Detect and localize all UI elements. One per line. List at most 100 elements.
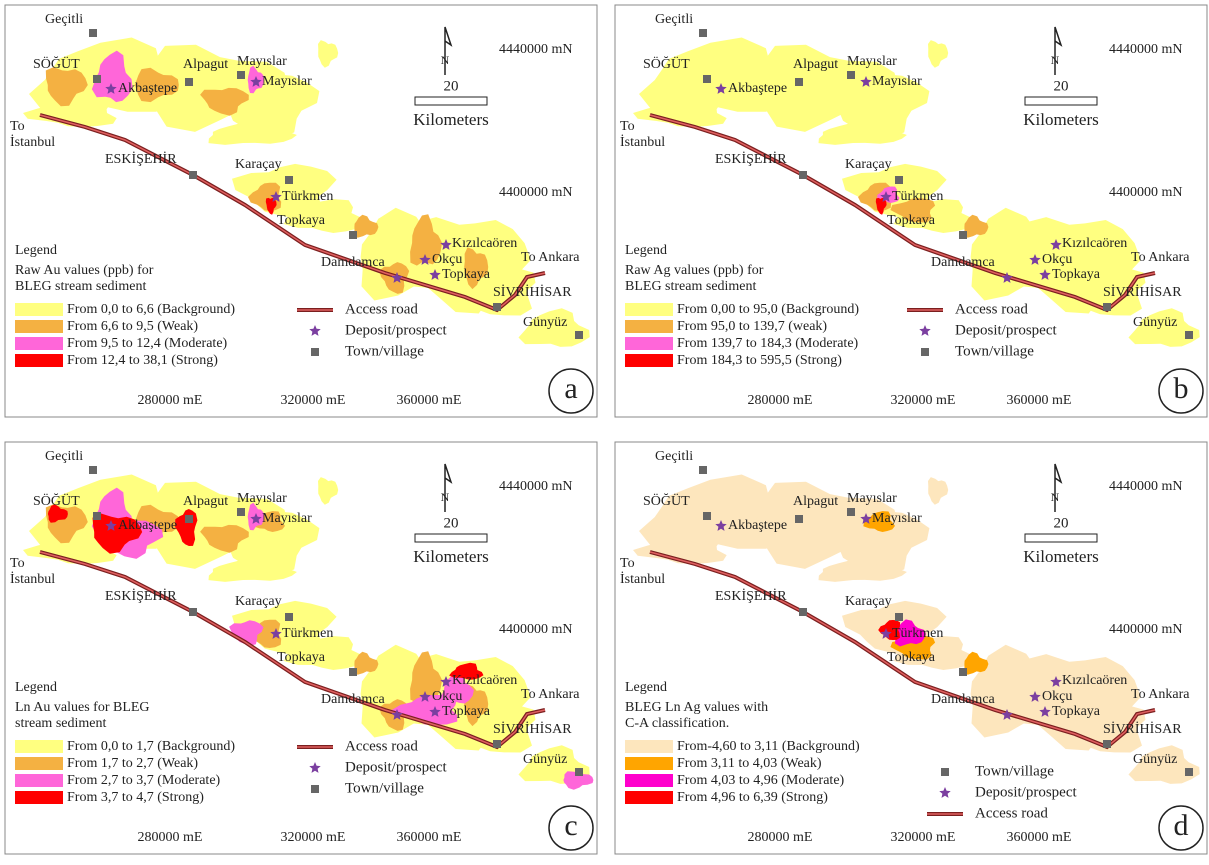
scale-label: 20	[1054, 515, 1069, 531]
town-marker	[575, 331, 583, 339]
scale-label: 20	[1054, 78, 1069, 94]
easting-label: 360000 mE	[1007, 393, 1072, 408]
place-label: SÖĞÜT	[643, 492, 690, 509]
town-marker	[349, 668, 357, 676]
legend-swatch	[625, 774, 673, 787]
place-label: Okçu	[1042, 689, 1072, 704]
town-marker	[237, 71, 245, 79]
legend-class: From 4,96 to 6,39 (Strong)	[677, 790, 828, 805]
legend-title: Raw Au values (ppb) for	[15, 263, 154, 278]
place-label: Türkmen	[282, 189, 333, 204]
map-panel: GeçitliSÖĞÜTAkbaştepeAlpagutMayıslarMayı…	[615, 442, 1207, 854]
place-label: Karaçay	[845, 157, 892, 172]
place-label: Topkaya	[442, 267, 491, 282]
legend-class: From 12,4 to 38,1 (Strong)	[67, 353, 218, 368]
scale-unit: Kilometers	[1023, 547, 1099, 566]
town-marker	[847, 71, 855, 79]
place-label: ESKİŞEHİR	[715, 588, 787, 604]
legend-class: From 0,00 to 95,0 (Background)	[677, 302, 859, 317]
northing-label: 4440000 mN	[1109, 42, 1183, 57]
legend-swatch	[625, 740, 673, 753]
scale-bar	[415, 97, 487, 105]
legend-class: From-4,60 to 3,11 (Background)	[677, 739, 860, 754]
town-marker	[799, 171, 807, 179]
place-label: Alpagut	[183, 494, 228, 509]
place-label: Akbaştepe	[118, 518, 177, 533]
place-label: To	[620, 556, 635, 571]
legend-title: stream sediment	[15, 716, 106, 731]
town-marker	[575, 768, 583, 776]
symbol-label: Town/village	[345, 780, 424, 796]
northing-label: 4440000 mN	[499, 479, 573, 494]
place-label: Topkaya	[277, 213, 326, 228]
place-label: Günyüz	[523, 315, 567, 330]
town-marker	[959, 668, 967, 676]
town-marker	[89, 466, 97, 474]
town-marker	[285, 176, 293, 184]
town-marker	[237, 508, 245, 516]
square-symbol	[941, 768, 949, 776]
place-label: Geçitli	[655, 449, 693, 464]
place-label: Türkmen	[892, 626, 943, 641]
easting-label: 280000 mE	[138, 830, 203, 845]
place-label: Damdamca	[931, 692, 996, 707]
legend-heading: Legend	[625, 243, 667, 258]
easting-label: 360000 mE	[397, 393, 462, 408]
legend-class: From 3,7 to 4,7 (Strong)	[67, 790, 204, 805]
place-label: İstanbul	[620, 134, 665, 150]
easting-label: 320000 mE	[891, 393, 956, 408]
place-label: Damdamca	[321, 692, 386, 707]
legend-swatch	[15, 320, 63, 333]
northing-label: 4400000 mN	[1109, 185, 1183, 200]
legend-class: From 95,0 to 139,7 (weak)	[677, 319, 827, 334]
town-marker	[185, 78, 193, 86]
place-label: Mayıslar	[262, 74, 312, 89]
north-label: N	[1051, 490, 1060, 504]
northing-label: 4440000 mN	[1109, 479, 1183, 494]
legend-swatch	[15, 740, 63, 753]
scale-unit: Kilometers	[413, 547, 489, 566]
legend-class: From 6,6 to 9,5 (Weak)	[67, 319, 198, 334]
town-marker	[185, 515, 193, 523]
symbol-label: Deposit/prospect	[975, 784, 1077, 800]
legend-title: C-A classification.	[625, 716, 729, 731]
place-label: Mayıslar	[872, 74, 922, 89]
place-label: SİVRİHİSAR	[493, 284, 572, 300]
easting-label: 280000 mE	[138, 393, 203, 408]
place-label: Karaçay	[235, 157, 282, 172]
place-label: Mayıslar	[237, 54, 287, 69]
symbol-label: Access road	[345, 738, 418, 754]
town-marker	[1103, 303, 1111, 311]
place-label: SİVRİHİSAR	[493, 721, 572, 737]
legend-class: From 0,0 to 1,7 (Background)	[67, 739, 235, 754]
place-label: İstanbul	[10, 134, 55, 150]
easting-label: 320000 mE	[281, 830, 346, 845]
panel-letter: d	[1174, 809, 1189, 842]
town-marker	[1103, 740, 1111, 748]
easting-label: 280000 mE	[748, 393, 813, 408]
place-label: To Ankara	[521, 687, 580, 702]
town-marker	[93, 512, 101, 520]
legend-swatch	[15, 354, 63, 367]
legend-class: From 2,7 to 3,7 (Moderate)	[67, 773, 221, 788]
town-marker	[493, 303, 501, 311]
legend-swatch	[15, 757, 63, 770]
place-label: Akbaştepe	[728, 81, 787, 96]
place-label: Okçu	[432, 689, 462, 704]
town-marker	[699, 466, 707, 474]
place-label: To Ankara	[521, 250, 580, 265]
place-label: To	[10, 556, 25, 571]
easting-label: 280000 mE	[748, 830, 813, 845]
legend-swatch	[625, 337, 673, 350]
legend-swatch	[15, 303, 63, 316]
place-label: Karaçay	[845, 594, 892, 609]
legend-swatch	[15, 774, 63, 787]
town-marker	[189, 608, 197, 616]
figure: Geçitli SÖĞÜT Akbaştepe Alpagut Mayıslar Mayı…	[0, 0, 1209, 860]
place-label: Türkmen	[892, 189, 943, 204]
legend-class: From 1,7 to 2,7 (Weak)	[67, 756, 198, 771]
place-label: Mayıslar	[847, 491, 897, 506]
place-label: Damdamca	[321, 255, 386, 270]
place-label: Geçitli	[45, 12, 83, 27]
